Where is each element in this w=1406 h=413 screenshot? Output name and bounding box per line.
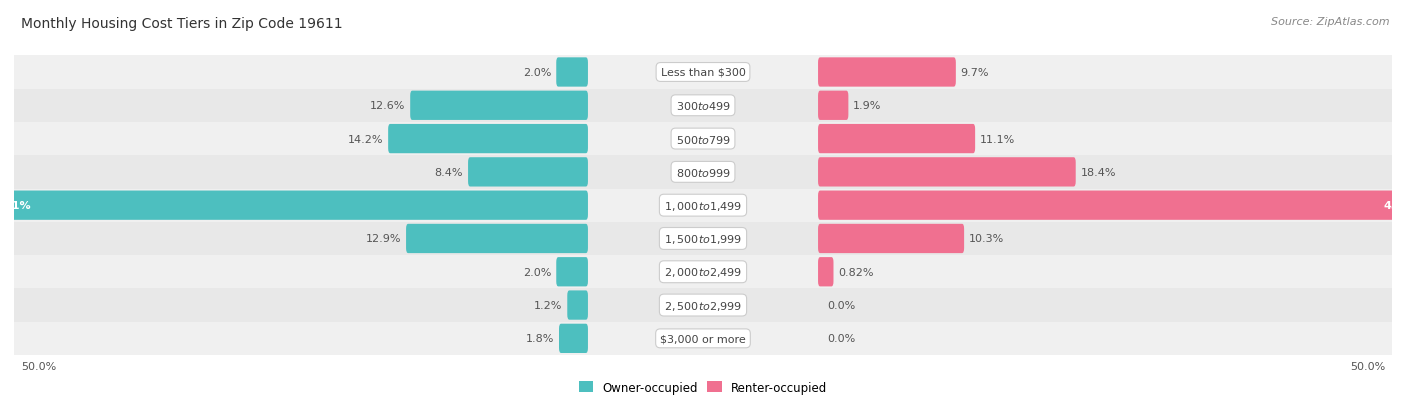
Text: 1.9%: 1.9% (853, 101, 882, 111)
Text: 10.3%: 10.3% (969, 234, 1004, 244)
FancyBboxPatch shape (818, 158, 1076, 187)
FancyBboxPatch shape (567, 291, 588, 320)
FancyBboxPatch shape (560, 324, 588, 353)
Text: 8.4%: 8.4% (434, 167, 463, 178)
Bar (14, 156, 1392, 189)
Text: 2.0%: 2.0% (523, 267, 551, 277)
Text: Monthly Housing Cost Tiers in Zip Code 19611: Monthly Housing Cost Tiers in Zip Code 1… (21, 17, 343, 31)
Text: 45.1%: 45.1% (0, 201, 31, 211)
FancyBboxPatch shape (818, 91, 848, 121)
Text: 12.6%: 12.6% (370, 101, 405, 111)
Text: 9.7%: 9.7% (960, 68, 990, 78)
Text: 18.4%: 18.4% (1081, 167, 1116, 178)
Text: 2.0%: 2.0% (523, 68, 551, 78)
Text: 11.1%: 11.1% (980, 134, 1015, 144)
FancyBboxPatch shape (411, 91, 588, 121)
Text: $3,000 or more: $3,000 or more (661, 334, 745, 344)
Bar (14, 90, 1392, 123)
Bar (14, 289, 1392, 322)
Text: 0.0%: 0.0% (827, 334, 855, 344)
Text: 1.8%: 1.8% (526, 334, 554, 344)
Text: $500 to $799: $500 to $799 (675, 133, 731, 145)
Text: 50.0%: 50.0% (1350, 361, 1385, 371)
Bar (14, 56, 1392, 90)
FancyBboxPatch shape (406, 224, 588, 254)
FancyBboxPatch shape (0, 191, 588, 220)
Bar (14, 222, 1392, 256)
Text: 14.2%: 14.2% (347, 134, 384, 144)
Text: $800 to $999: $800 to $999 (675, 166, 731, 178)
FancyBboxPatch shape (557, 257, 588, 287)
Text: $2,500 to $2,999: $2,500 to $2,999 (664, 299, 742, 312)
Text: $300 to $499: $300 to $499 (675, 100, 731, 112)
Bar (14, 123, 1392, 156)
FancyBboxPatch shape (818, 125, 976, 154)
Bar (14, 189, 1392, 222)
Text: $2,000 to $2,499: $2,000 to $2,499 (664, 266, 742, 279)
Bar (14, 322, 1392, 355)
FancyBboxPatch shape (818, 58, 956, 88)
Text: $1,000 to $1,499: $1,000 to $1,499 (664, 199, 742, 212)
Text: $1,500 to $1,999: $1,500 to $1,999 (664, 233, 742, 245)
FancyBboxPatch shape (818, 257, 834, 287)
Text: Source: ZipAtlas.com: Source: ZipAtlas.com (1271, 17, 1389, 26)
Text: 0.0%: 0.0% (827, 300, 855, 310)
FancyBboxPatch shape (818, 224, 965, 254)
Text: 50.0%: 50.0% (21, 361, 56, 371)
FancyBboxPatch shape (388, 125, 588, 154)
FancyBboxPatch shape (468, 158, 588, 187)
Text: 45.7%: 45.7% (1384, 201, 1406, 211)
Legend: Owner-occupied, Renter-occupied: Owner-occupied, Renter-occupied (574, 376, 832, 399)
FancyBboxPatch shape (818, 191, 1406, 220)
Text: 0.82%: 0.82% (838, 267, 873, 277)
Text: 1.2%: 1.2% (534, 300, 562, 310)
Bar (14, 256, 1392, 289)
Text: 12.9%: 12.9% (366, 234, 401, 244)
Text: Less than $300: Less than $300 (661, 68, 745, 78)
FancyBboxPatch shape (557, 58, 588, 88)
